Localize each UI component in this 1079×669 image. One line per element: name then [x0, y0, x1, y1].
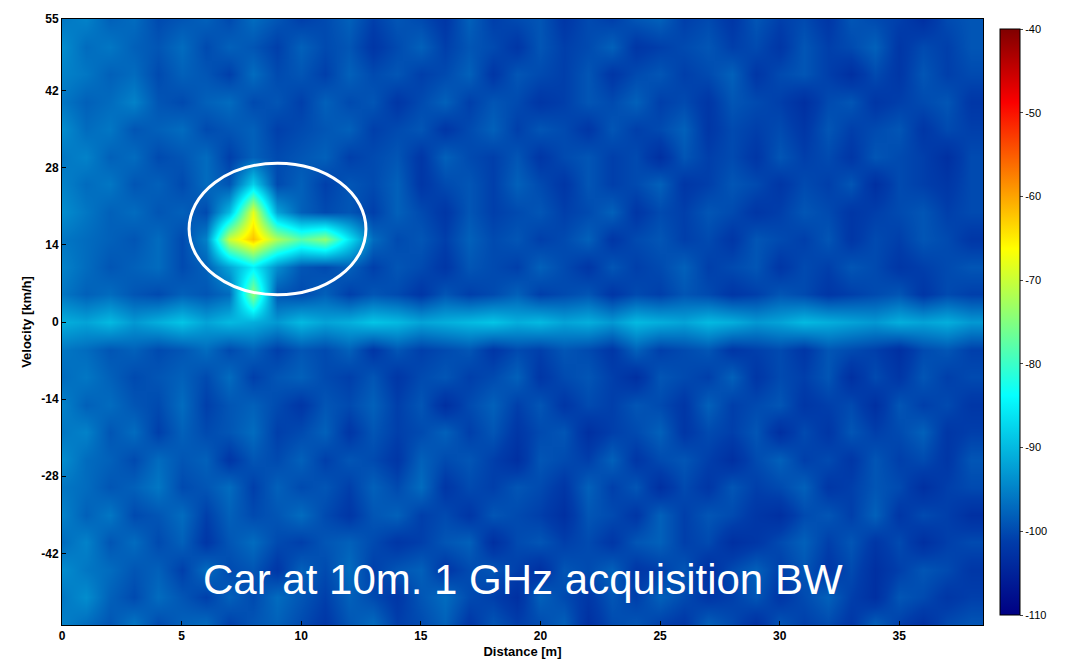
svg-text:20: 20 [534, 629, 548, 643]
svg-text:-80: -80 [1025, 358, 1041, 370]
svg-text:-28: -28 [41, 469, 59, 483]
svg-text:14: 14 [45, 238, 59, 252]
svg-text:-50: -50 [1025, 107, 1041, 119]
svg-text:35: 35 [893, 629, 907, 643]
svg-text:0: 0 [52, 315, 59, 329]
svg-text:25: 25 [653, 629, 667, 643]
svg-text:10: 10 [295, 629, 309, 643]
svg-text:5: 5 [178, 629, 185, 643]
svg-text:Velocity [km/h]: Velocity [km/h] [19, 276, 34, 368]
svg-text:-110: -110 [1025, 609, 1046, 621]
svg-text:-70: -70 [1025, 274, 1041, 286]
svg-text:15: 15 [414, 629, 428, 643]
svg-text:-90: -90 [1025, 441, 1041, 453]
svg-text:-60: -60 [1025, 190, 1041, 202]
svg-text:55: 55 [45, 12, 59, 26]
svg-text:28: 28 [45, 161, 59, 175]
svg-text:Distance [m]: Distance [m] [483, 644, 561, 659]
svg-text:-14: -14 [41, 392, 59, 406]
svg-text:-100: -100 [1025, 525, 1047, 537]
svg-text:Car at 10m. 1 GHz acquisition: Car at 10m. 1 GHz acquisition BW [203, 556, 843, 603]
svg-text:30: 30 [773, 629, 787, 643]
svg-text:-40: -40 [1025, 23, 1041, 35]
svg-text:0: 0 [59, 629, 66, 643]
svg-text:-42: -42 [41, 547, 59, 561]
svg-text:42: 42 [45, 84, 59, 98]
